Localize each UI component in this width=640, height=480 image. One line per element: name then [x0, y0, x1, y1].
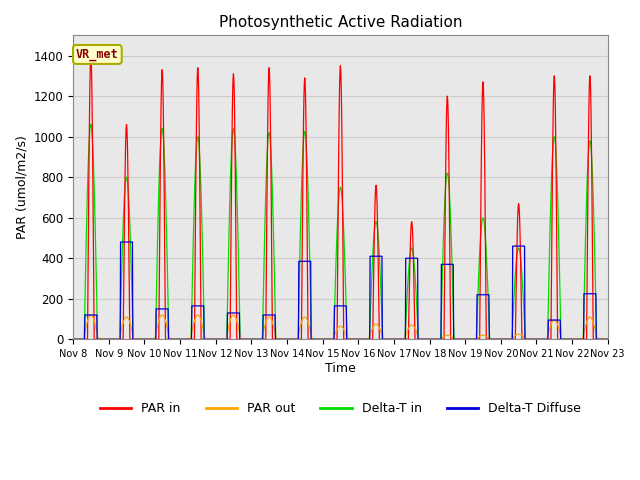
Line: PAR in: PAR in — [73, 56, 640, 339]
PAR out — [333, 327, 340, 333]
Delta-T in — [577, 336, 584, 342]
Delta-T in — [344, 336, 351, 342]
Line: PAR out: PAR out — [73, 315, 640, 339]
Delta-T in — [87, 121, 95, 127]
Delta-T in — [493, 336, 500, 342]
Y-axis label: PAR (umol/m2/s): PAR (umol/m2/s) — [15, 135, 28, 239]
Line: Delta-T in: Delta-T in — [73, 124, 640, 339]
PAR out — [639, 336, 640, 342]
PAR out — [159, 312, 166, 318]
PAR in — [632, 336, 640, 342]
Delta-T Diffuse — [632, 336, 640, 342]
Delta-T Diffuse — [69, 336, 77, 342]
Delta-T Diffuse — [343, 336, 351, 342]
Delta-T Diffuse — [576, 336, 584, 342]
PAR out — [632, 336, 640, 342]
PAR in — [159, 71, 166, 77]
PAR out — [344, 336, 351, 341]
Line: Delta-T Diffuse: Delta-T Diffuse — [73, 238, 640, 339]
Delta-T in — [639, 336, 640, 342]
PAR in — [87, 53, 95, 59]
PAR out — [69, 336, 77, 342]
Delta-T in — [159, 126, 166, 132]
Delta-T Diffuse — [616, 235, 623, 241]
Title: Photosynthetic Active Radiation: Photosynthetic Active Radiation — [219, 15, 462, 30]
Delta-T Diffuse — [639, 336, 640, 342]
PAR out — [577, 336, 584, 342]
PAR in — [333, 336, 340, 342]
Delta-T in — [333, 239, 340, 244]
PAR in — [493, 336, 500, 342]
Delta-T Diffuse — [332, 303, 340, 309]
Text: VR_met: VR_met — [76, 48, 119, 61]
PAR in — [639, 336, 640, 342]
Delta-T in — [69, 336, 77, 342]
Delta-T Diffuse — [158, 306, 166, 312]
Delta-T Diffuse — [493, 336, 500, 342]
Delta-T in — [632, 336, 640, 342]
PAR out — [87, 312, 95, 318]
PAR in — [344, 336, 351, 342]
Legend: PAR in, PAR out, Delta-T in, Delta-T Diffuse: PAR in, PAR out, Delta-T in, Delta-T Dif… — [95, 397, 586, 420]
PAR in — [577, 336, 584, 342]
X-axis label: Time: Time — [325, 362, 356, 375]
PAR out — [493, 336, 500, 342]
PAR in — [69, 336, 77, 342]
